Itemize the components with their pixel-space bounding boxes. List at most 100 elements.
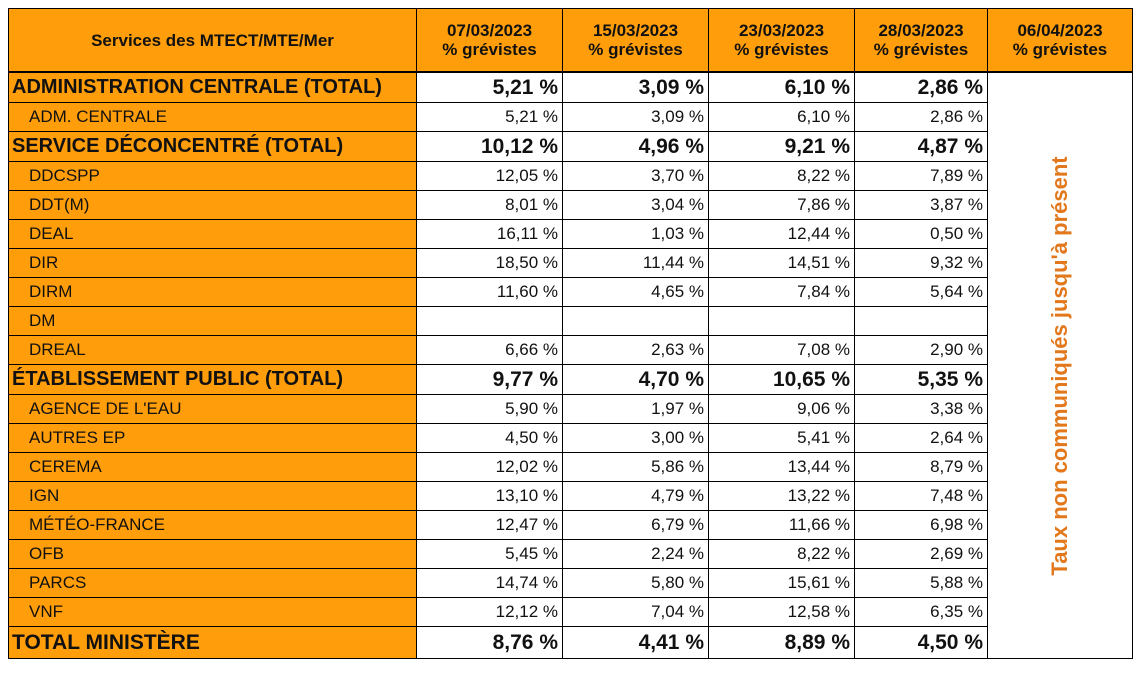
rate-cell: 3,09 % — [562, 102, 709, 132]
rate-cell: 5,35 % — [854, 364, 988, 395]
row-label: SERVICE DÉCONCENTRÉ (TOTAL) — [8, 131, 417, 162]
row-label: OFB — [8, 539, 417, 569]
rate-cell: 7,84 % — [708, 277, 855, 307]
subtotal-row: ÉTABLISSEMENT PUBLIC (TOTAL) 9,77 % 4,70 %… — [8, 364, 1133, 395]
column-header-subtitle: % grévistes — [588, 40, 683, 59]
rate-cell: 16,11 % — [416, 219, 563, 249]
rate-cell: 2,63 % — [562, 335, 709, 365]
rate-cell: 6,10 % — [708, 102, 855, 132]
rate-cell: 5,21 % — [416, 102, 563, 132]
table-row: AGENCE DE L'EAU 5,90 % 1,97 % 9,06 % 3,38 % — [8, 394, 1133, 424]
column-header-5: 06/04/2023 % grévistes — [987, 8, 1133, 73]
rate-cell: 6,66 % — [416, 335, 563, 365]
row-label: MÉTÉO-FRANCE — [8, 510, 417, 540]
rate-cell: 10,12 % — [416, 131, 563, 162]
rate-cell: 9,77 % — [416, 364, 563, 395]
rate-cell: 7,04 % — [562, 597, 709, 627]
rate-cell: 6,98 % — [854, 510, 988, 540]
rate-cell: 12,47 % — [416, 510, 563, 540]
rate-cell: 5,90 % — [416, 394, 563, 424]
rate-cell: 4,79 % — [562, 481, 709, 511]
row-label: ADMINISTRATION CENTRALE (TOTAL) — [8, 71, 417, 103]
rate-cell: 11,60 % — [416, 277, 563, 307]
rate-cell: 2,86 % — [854, 102, 988, 132]
rate-cell: 3,00 % — [562, 423, 709, 453]
table-row: DDCSPP 12,05 % 3,70 % 8,22 % 7,89 % — [8, 161, 1133, 191]
rate-cell: 1,03 % — [562, 219, 709, 249]
rate-cell: 6,35 % — [854, 597, 988, 627]
column-header-4: 28/03/2023 % grévistes — [854, 8, 988, 73]
row-label: TOTAL MINISTÈRE — [8, 626, 417, 659]
rate-cell: 3,38 % — [854, 394, 988, 424]
grand-total-row: TOTAL MINISTÈRE 8,76 % 4,41 % 8,89 % 4,50 % — [8, 626, 1133, 659]
rate-cell: 12,12 % — [416, 597, 563, 627]
rate-cell: 5,45 % — [416, 539, 563, 569]
row-label: DDCSPP — [8, 161, 417, 191]
rate-cell: 8,89 % — [708, 626, 855, 659]
rate-cell: 2,86 % — [854, 71, 988, 103]
rate-cell: 4,70 % — [562, 364, 709, 395]
rate-cell: 4,50 % — [416, 423, 563, 453]
rate-cell: 2,69 % — [854, 539, 988, 569]
column-header-3: 23/03/2023 % grévistes — [708, 8, 855, 73]
rate-cell: 12,44 % — [708, 219, 855, 249]
rate-cell: 3,09 % — [562, 71, 709, 103]
row-label: DM — [8, 306, 417, 336]
rate-cell — [708, 306, 855, 336]
table-row: AUTRES EP 4,50 % 3,00 % 5,41 % 2,64 % — [8, 423, 1133, 453]
column-header-date: 06/04/2023 — [1017, 21, 1103, 40]
strike-rate-table-sheet: Services des MTECT/MTE/Mer 07/03/2023 % … — [8, 8, 1133, 659]
row-label: AGENCE DE L'EAU — [8, 394, 417, 424]
rate-cell: 14,74 % — [416, 568, 563, 598]
table-row: CEREMA 12,02 % 5,86 % 13,44 % 8,79 % — [8, 452, 1133, 482]
rate-cell: 7,86 % — [708, 190, 855, 220]
rate-cell: 5,21 % — [416, 71, 563, 103]
rate-cell: 12,05 % — [416, 161, 563, 191]
strike-rate-table: Services des MTECT/MTE/Mer 07/03/2023 % … — [8, 8, 1133, 659]
rate-cell: 15,61 % — [708, 568, 855, 598]
table-row: IGN 13,10 % 4,79 % 13,22 % 7,48 % — [8, 481, 1133, 511]
table-row: DM — [8, 306, 1133, 336]
row-label: DEAL — [8, 219, 417, 249]
row-label: IGN — [8, 481, 417, 511]
rate-cell: 8,01 % — [416, 190, 563, 220]
rate-cell: 9,32 % — [854, 248, 988, 278]
rate-cell — [562, 306, 709, 336]
rate-cell: 8,22 % — [708, 161, 855, 191]
table-row: DIR 18,50 % 11,44 % 14,51 % 9,32 % — [8, 248, 1133, 278]
row-label: DIRM — [8, 277, 417, 307]
column-header-1: 07/03/2023 % grévistes — [416, 8, 563, 73]
column-header-subtitle: % grévistes — [442, 40, 537, 59]
rate-cell: 1,97 % — [562, 394, 709, 424]
rate-cell: 3,04 % — [562, 190, 709, 220]
rate-cell: 12,58 % — [708, 597, 855, 627]
row-label: DREAL — [8, 335, 417, 365]
header-row: Services des MTECT/MTE/Mer 07/03/2023 % … — [8, 8, 1133, 73]
table-row: PARCS 14,74 % 5,80 % 15,61 % 5,88 % — [8, 568, 1133, 598]
rate-cell: 6,79 % — [562, 510, 709, 540]
rate-cell: 5,41 % — [708, 423, 855, 453]
rate-cell: 7,89 % — [854, 161, 988, 191]
rate-cell: 11,66 % — [708, 510, 855, 540]
rate-cell: 5,80 % — [562, 568, 709, 598]
column-header-subtitle: % grévistes — [1012, 40, 1108, 59]
rate-cell: 4,87 % — [854, 131, 988, 162]
rate-cell — [854, 306, 988, 336]
table-row: VNF 12,12 % 7,04 % 12,58 % 6,35 % — [8, 597, 1133, 627]
row-label: DDT(M) — [8, 190, 417, 220]
rate-cell: 4,50 % — [854, 626, 988, 659]
rate-cell: 8,22 % — [708, 539, 855, 569]
table-body: ADMINISTRATION CENTRALE (TOTAL) 5,21 % 3,0… — [8, 71, 1133, 659]
rate-cell: 2,64 % — [854, 423, 988, 453]
rate-cell: 3,70 % — [562, 161, 709, 191]
rate-cell: 5,86 % — [562, 452, 709, 482]
rate-cell: 18,50 % — [416, 248, 563, 278]
rate-cell: 7,48 % — [854, 481, 988, 511]
row-label: VNF — [8, 597, 417, 627]
rate-cell: 10,65 % — [708, 364, 855, 395]
rate-cell: 3,87 % — [854, 190, 988, 220]
column-header-date: 07/03/2023 — [446, 21, 533, 40]
table-row: DDT(M) 8,01 % 3,04 % 7,86 % 3,87 % — [8, 190, 1133, 220]
rate-cell: 14,51 % — [708, 248, 855, 278]
table-row: MÉTÉO-FRANCE 12,47 % 6,79 % 11,66 % 6,98 % — [8, 510, 1133, 540]
